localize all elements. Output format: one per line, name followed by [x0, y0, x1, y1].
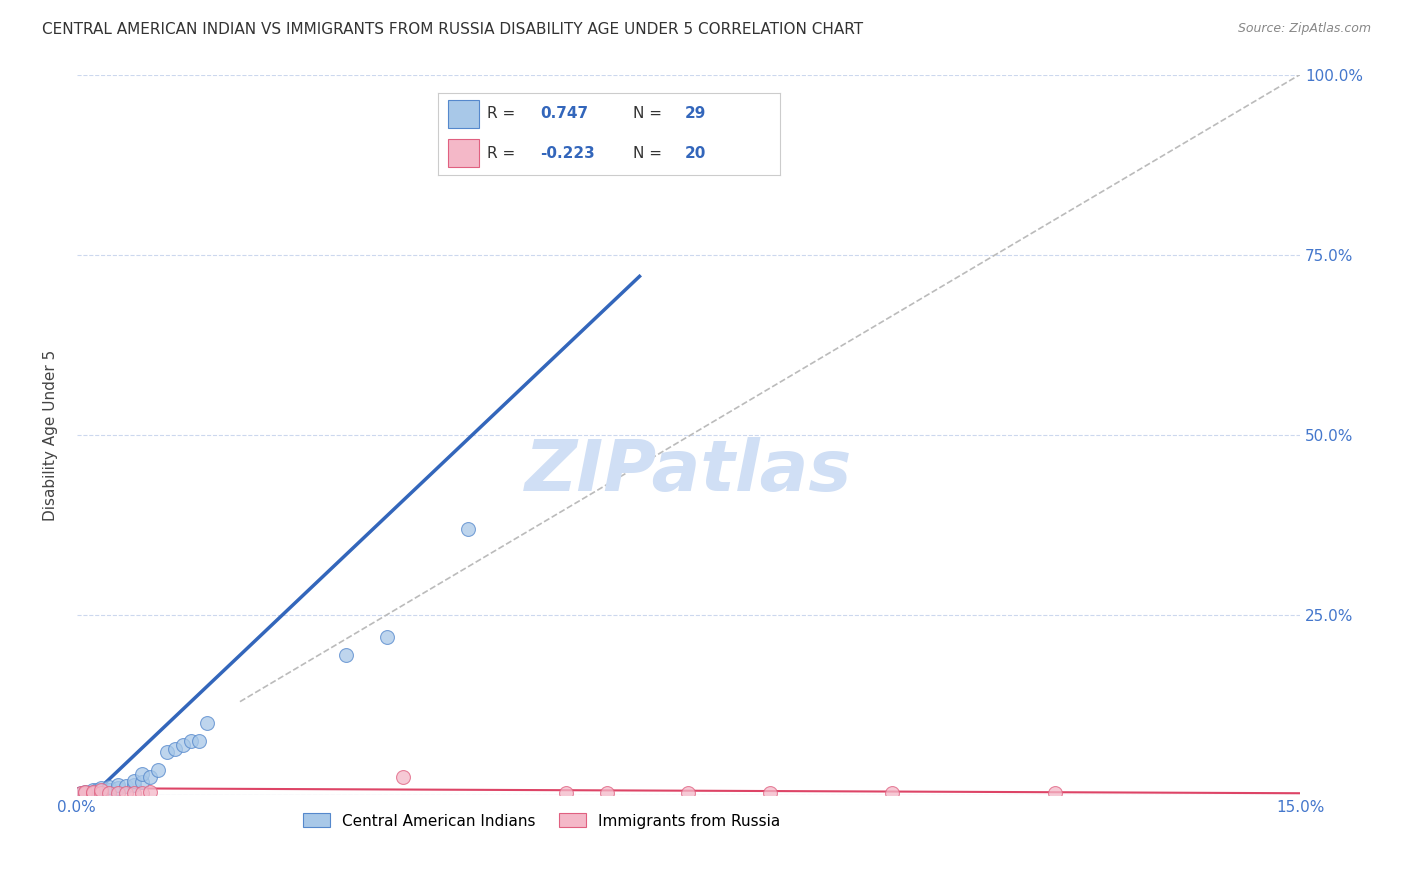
Point	[98, 786, 121, 800]
Point	[107, 778, 129, 792]
Point	[131, 766, 153, 780]
Point	[759, 786, 782, 800]
Text: ZIPatlas: ZIPatlas	[524, 436, 852, 506]
Point	[90, 781, 112, 796]
Point	[90, 784, 112, 798]
Point	[131, 786, 153, 800]
Point	[122, 774, 145, 789]
Point	[335, 648, 357, 662]
Point	[172, 738, 194, 752]
Point	[107, 781, 129, 796]
Point	[678, 786, 700, 800]
Point	[114, 786, 136, 800]
Point	[90, 786, 112, 800]
Point	[73, 785, 96, 799]
Point	[70, 786, 93, 800]
Point	[70, 786, 93, 800]
Point	[195, 716, 218, 731]
Point	[82, 785, 104, 799]
Point	[82, 782, 104, 797]
Point	[122, 786, 145, 800]
Text: Source: ZipAtlas.com: Source: ZipAtlas.com	[1237, 22, 1371, 36]
Point	[98, 780, 121, 794]
Point	[82, 785, 104, 799]
Point	[375, 630, 398, 644]
Point	[188, 734, 211, 748]
Point	[148, 763, 170, 777]
Point	[1045, 786, 1067, 800]
Point	[882, 786, 904, 800]
Point	[107, 786, 129, 800]
Point	[82, 786, 104, 800]
Point	[73, 785, 96, 799]
Point	[114, 779, 136, 793]
Legend: Central American Indians, Immigrants from Russia: Central American Indians, Immigrants fro…	[297, 807, 787, 835]
Point	[139, 770, 162, 784]
Point	[457, 522, 479, 536]
Point	[163, 741, 186, 756]
Text: CENTRAL AMERICAN INDIAN VS IMMIGRANTS FROM RUSSIA DISABILITY AGE UNDER 5 CORRELA: CENTRAL AMERICAN INDIAN VS IMMIGRANTS FR…	[42, 22, 863, 37]
Point	[180, 734, 202, 748]
Point	[122, 778, 145, 792]
Point	[98, 782, 121, 797]
Point	[131, 775, 153, 789]
Point	[596, 786, 619, 800]
Point	[86, 783, 108, 797]
Point	[155, 745, 177, 759]
Point	[73, 786, 96, 800]
Y-axis label: Disability Age Under 5: Disability Age Under 5	[44, 350, 58, 521]
Point	[90, 783, 112, 797]
Point	[139, 785, 162, 799]
Point	[555, 786, 578, 800]
Point	[73, 786, 96, 800]
Point	[392, 770, 415, 784]
Point	[77, 786, 100, 800]
